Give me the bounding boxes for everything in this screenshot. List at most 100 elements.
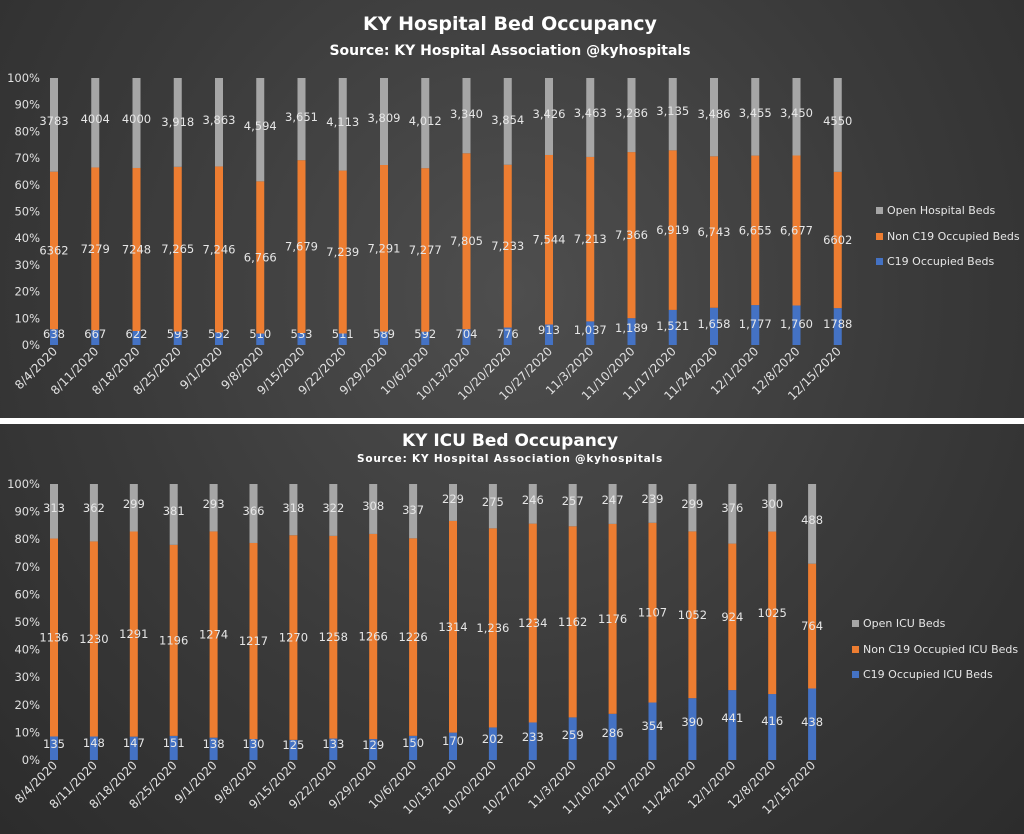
bar-segment-open xyxy=(369,484,378,534)
bar-segment-non-c19 xyxy=(421,168,430,332)
bar-segment-c19 xyxy=(409,735,418,760)
bar-segment-c19 xyxy=(129,736,138,760)
bar-segment-non-c19 xyxy=(768,531,777,695)
data-label-non-c19: 7,679 xyxy=(285,240,318,254)
legend-label-c19: C19 Occupied Beds xyxy=(887,255,994,268)
data-label-c19: 1,777 xyxy=(739,317,772,331)
data-label-open: 299 xyxy=(681,497,703,511)
bar-segment-non-c19 xyxy=(329,535,338,739)
bar-segment-c19 xyxy=(132,331,141,345)
bar-segment-open xyxy=(545,78,553,155)
bar-segment-c19 xyxy=(808,688,817,760)
data-label-c19: 129 xyxy=(362,738,384,752)
bar-segment-c19 xyxy=(89,736,98,760)
data-label-open: 4,012 xyxy=(409,114,442,128)
data-label-open: 3,426 xyxy=(533,107,566,121)
data-label-c19: 147 xyxy=(123,736,145,750)
bar-segment-non-c19 xyxy=(792,155,801,306)
data-label-c19: 511 xyxy=(332,327,354,341)
legend-label-open: Open ICU Beds xyxy=(863,617,946,630)
data-label-open: 275 xyxy=(482,495,504,509)
chart-subtitle: Source: KY Hospital Association @kyhospi… xyxy=(357,453,663,465)
bar-segment-open xyxy=(808,484,817,564)
chart-divider xyxy=(0,418,1024,424)
bar-segment-open xyxy=(297,78,306,161)
bar-segment-c19 xyxy=(751,305,760,345)
bar-segment-open xyxy=(488,484,497,529)
bar-segment-non-c19 xyxy=(586,156,595,322)
data-label-non-c19: 7,277 xyxy=(409,243,442,257)
bar-segment-open xyxy=(209,484,218,532)
data-label-open: 3,455 xyxy=(739,106,772,120)
bar-segment-c19 xyxy=(503,327,512,345)
chart-subtitle: Source: KY Hospital Association @kyhospi… xyxy=(329,43,690,59)
bar-segment-non-c19 xyxy=(568,526,577,718)
legend-label-open: Open Hospital Beds xyxy=(887,204,996,217)
data-label-c19: 438 xyxy=(801,715,823,729)
legend-swatch-open xyxy=(876,207,883,214)
legend-swatch-open xyxy=(852,620,859,627)
bar-segment-open xyxy=(380,78,388,166)
data-label-c19: 133 xyxy=(322,737,344,751)
x-tick-label: 9/1/2020 xyxy=(172,758,220,806)
data-label-non-c19: 6362 xyxy=(39,243,68,257)
data-label-open: 3,486 xyxy=(698,107,731,121)
bar-segment-non-c19 xyxy=(751,155,760,306)
bar-segment-open xyxy=(329,484,338,536)
bar-segment-c19 xyxy=(768,694,777,760)
data-label-c19: 151 xyxy=(163,736,185,750)
data-label-non-c19: 1136 xyxy=(39,631,68,645)
data-label-c19: 441 xyxy=(721,711,743,725)
bar-segment-c19 xyxy=(421,331,430,345)
data-label-c19: 592 xyxy=(414,327,436,341)
data-label-non-c19: 7248 xyxy=(122,242,151,256)
data-label-non-c19: 1314 xyxy=(438,620,467,634)
bar-segment-open xyxy=(710,78,718,157)
data-label-c19: 593 xyxy=(167,327,189,341)
data-label-open: 4550 xyxy=(823,114,852,128)
data-label-c19: 125 xyxy=(282,738,304,752)
data-label-open: 293 xyxy=(203,497,225,511)
bar-segment-open xyxy=(728,484,737,544)
y-tick-label: 0% xyxy=(22,338,40,352)
bar-segment-c19 xyxy=(215,332,223,345)
y-tick-label: 70% xyxy=(14,151,40,165)
bar-segment-c19 xyxy=(545,324,553,345)
data-label-non-c19: 1162 xyxy=(558,615,587,629)
data-label-c19: 589 xyxy=(373,327,395,341)
data-label-c19: 150 xyxy=(402,736,424,750)
bar-segment-non-c19 xyxy=(688,531,697,699)
bar-segment-open xyxy=(215,78,223,167)
bar-segment-c19 xyxy=(528,722,537,760)
data-label-c19: 533 xyxy=(291,327,313,341)
bar-segment-c19 xyxy=(50,736,58,760)
bar-segment-non-c19 xyxy=(369,533,378,740)
bar-segment-c19 xyxy=(91,330,100,345)
y-tick-label: 70% xyxy=(14,560,40,574)
data-label-non-c19: 1230 xyxy=(79,632,108,646)
legend-label-non-c19: Non C19 Occupied ICU Beds xyxy=(863,643,1018,656)
data-label-open: 3,450 xyxy=(780,106,813,120)
data-label-non-c19: 1,236 xyxy=(476,621,509,635)
bar-segment-non-c19 xyxy=(449,520,457,733)
bar-segment-non-c19 xyxy=(289,535,298,740)
bar-segment-non-c19 xyxy=(173,166,182,332)
bar-segment-non-c19 xyxy=(608,523,617,714)
bar-segment-c19 xyxy=(627,318,636,345)
bar-segment-non-c19 xyxy=(249,542,258,740)
data-label-open: 3,854 xyxy=(491,113,524,127)
y-tick-label: 80% xyxy=(14,532,40,546)
data-label-non-c19: 6,919 xyxy=(656,223,689,237)
data-label-open: 257 xyxy=(562,494,584,508)
bar-segment-non-c19 xyxy=(256,181,265,334)
legend-label-non-c19: Non C19 Occupied Beds xyxy=(887,230,1020,243)
bar-segment-open xyxy=(132,78,141,168)
data-label-non-c19: 7,805 xyxy=(450,234,483,248)
bar-segment-non-c19 xyxy=(648,522,657,703)
data-label-open: 488 xyxy=(801,513,823,527)
data-label-open: 366 xyxy=(243,504,265,518)
bar-segment-c19 xyxy=(369,739,378,760)
bar-segment-open xyxy=(421,78,430,169)
bar-segment-c19 xyxy=(833,308,842,345)
bar-segment-open xyxy=(568,484,577,527)
